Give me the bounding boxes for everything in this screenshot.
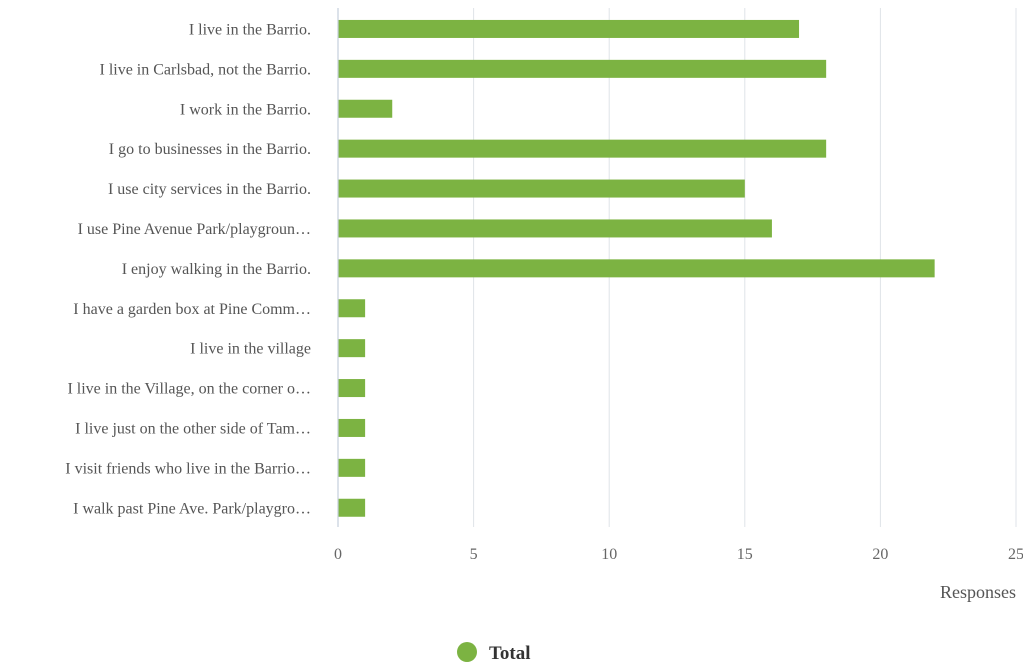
x-tick-label: 20 <box>872 546 888 563</box>
category-label: I use city services in the Barrio. <box>108 181 311 198</box>
bar[interactable] <box>338 339 366 358</box>
bar[interactable] <box>338 418 366 437</box>
category-label: I live in Carlsbad, not the Barrio. <box>99 61 311 78</box>
bar[interactable] <box>338 179 745 198</box>
category-label: I have a garden box at Pine Comm… <box>73 301 311 318</box>
legend-marker-total <box>457 642 477 662</box>
category-label: I visit friends who live in the Barrio… <box>65 460 311 477</box>
category-labels: I live in the Barrio. I live in Carlsbad,… <box>65 21 311 517</box>
category-label: I use Pine Avenue Park/playgroun… <box>78 221 311 238</box>
bar[interactable] <box>338 458 366 477</box>
bar[interactable] <box>338 19 800 38</box>
category-label: I live in the Village, on the corner o… <box>67 381 311 398</box>
category-label: I live just on the other side of Tam… <box>75 420 311 437</box>
category-label: I work in the Barrio. <box>180 101 311 118</box>
bar[interactable] <box>338 59 827 78</box>
bar[interactable] <box>338 139 827 158</box>
bar[interactable] <box>338 219 772 238</box>
x-tick-label: 25 <box>1008 546 1023 563</box>
category-label: I walk past Pine Ave. Park/playgro… <box>73 500 311 517</box>
bar[interactable] <box>338 299 366 318</box>
bar[interactable] <box>338 99 393 118</box>
category-label: I go to businesses in the Barrio. <box>109 141 311 158</box>
bar[interactable] <box>338 259 935 278</box>
bar[interactable] <box>338 498 366 517</box>
legend-label-total: Total <box>489 643 531 664</box>
x-axis-title: Responses <box>940 582 1016 602</box>
x-tick-label: 0 <box>334 546 342 563</box>
legend[interactable]: Total <box>457 642 531 664</box>
x-tick-label: 5 <box>470 546 478 563</box>
bar[interactable] <box>338 379 366 398</box>
x-tick-labels: 0 5 10 15 20 25 <box>334 546 1023 563</box>
category-label: I live in the Barrio. <box>189 21 311 38</box>
x-tick-label: 10 <box>601 546 617 563</box>
x-tick-label: 15 <box>737 546 753 563</box>
category-label: I enjoy walking in the Barrio. <box>122 261 311 278</box>
category-label: I live in the village <box>190 341 311 358</box>
bars <box>338 19 935 517</box>
